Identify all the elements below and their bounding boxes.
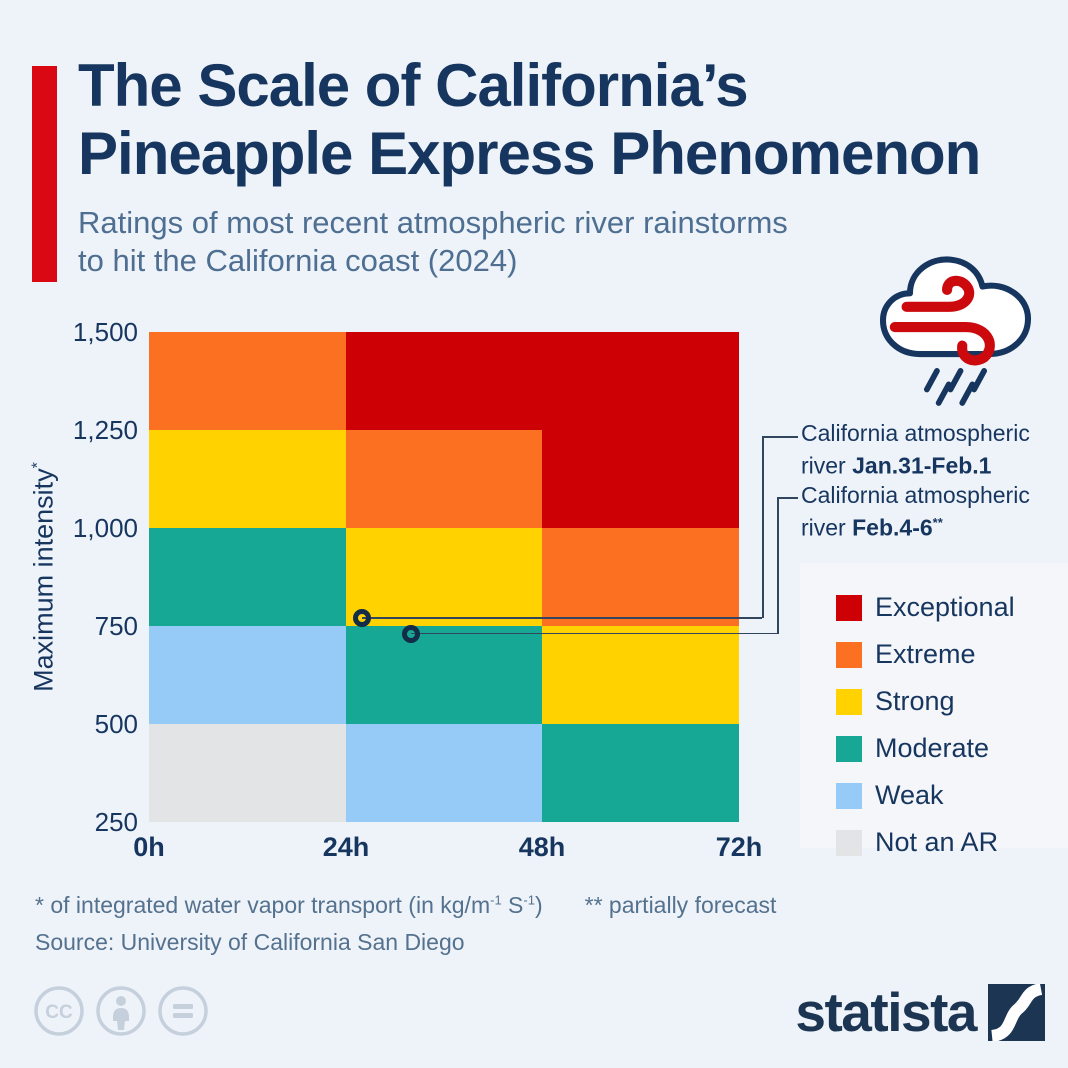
wind-swirl-bottom xyxy=(889,322,995,366)
title-line-1: The Scale of California’s xyxy=(78,52,749,119)
subtitle-line-2: to hit the California coast (2024) xyxy=(78,243,518,278)
cc-license-badges: CC xyxy=(33,985,209,1037)
attribution-person-icon xyxy=(96,986,146,1036)
legend-label: Exceptional xyxy=(875,592,1015,622)
x-tick-24h: 24h xyxy=(322,832,370,862)
footnote-forecast: ** partially forecast xyxy=(584,892,777,918)
legend-item-not-an-ar: Not an AR xyxy=(836,827,1068,858)
legend-item-weak: Weak xyxy=(836,780,1068,811)
grid-cell-exceptional xyxy=(542,332,739,430)
wind-swirl-top xyxy=(901,275,975,312)
legend-label: Extreme xyxy=(875,639,976,669)
grid-cell-weak xyxy=(345,724,543,822)
legend-swatch xyxy=(836,829,862,856)
legend-item-strong: Strong xyxy=(836,686,1068,717)
cloud-wind-rain-icon xyxy=(879,256,1032,406)
annotation-feb4-6: California atmospheric river Feb.4-6** xyxy=(801,481,1051,542)
grid-cell-strong xyxy=(542,626,739,724)
legend: Exceptional Extreme Strong Moderate Weak… xyxy=(800,563,1068,857)
y-tick-1500: 1,500 xyxy=(72,317,138,347)
x-tick-48h: 48h xyxy=(518,832,566,862)
legend-label: Strong xyxy=(875,686,955,716)
annotation-footnote-marker: ** xyxy=(932,515,943,530)
grid-cell-extreme xyxy=(542,528,739,626)
connector-line xyxy=(777,497,798,499)
grid-cell-exceptional xyxy=(542,430,739,528)
grid-cell-extreme xyxy=(149,332,346,430)
grid-cell-strong xyxy=(149,430,346,528)
x-tick-0h: 0h xyxy=(133,832,165,862)
annotation-line-2: river Jan.31-Feb.1 xyxy=(801,452,992,479)
y-tick-1000: 1,000 xyxy=(72,513,138,543)
connector-line xyxy=(762,436,798,438)
rain-slashes xyxy=(923,368,988,406)
grid-cell-strong xyxy=(345,528,543,626)
legend-label: Not an AR xyxy=(875,827,999,857)
grid-cell-moderate xyxy=(345,626,543,724)
legend-item-moderate: Moderate xyxy=(836,733,1068,764)
grid-cell-moderate xyxy=(542,724,739,822)
creative-commons-icon: CC xyxy=(34,986,84,1036)
y-tick-250: 250 xyxy=(94,807,138,837)
page-title: The Scale of California’s Pineapple Expr… xyxy=(78,52,981,188)
connector-line xyxy=(411,632,777,635)
grid-cell-extreme xyxy=(345,430,543,528)
legend-swatch xyxy=(836,688,862,715)
footnote: * of integrated water vapor transport (i… xyxy=(35,892,777,918)
svg-text:CC: CC xyxy=(45,1002,73,1023)
y-axis-title-asterisk: * xyxy=(29,462,47,469)
no-derivatives-equals-icon xyxy=(158,986,208,1036)
connector-line xyxy=(762,437,764,619)
data-point-1[interactable] xyxy=(353,609,372,628)
annotation-date: Jan.31-Feb.1 xyxy=(852,452,992,479)
heatmap-grid xyxy=(149,332,739,822)
x-tick-72h: 72h xyxy=(715,832,763,862)
grid-cell-weak xyxy=(149,626,346,724)
source-line: Source: University of California San Die… xyxy=(35,929,465,955)
annotation-date: Feb.4-6 xyxy=(852,514,933,541)
legend-item-exceptional: Exceptional xyxy=(836,592,1068,623)
subtitle-line-1: Ratings of most recent atmospheric river… xyxy=(78,205,788,240)
grid-cell-moderate xyxy=(149,528,346,626)
statista-logo: statista xyxy=(795,980,1045,1044)
title-line-2: Pineapple Express Phenomenon xyxy=(78,120,981,187)
legend-swatch xyxy=(836,782,862,809)
page-subtitle: Ratings of most recent atmospheric river… xyxy=(78,204,788,280)
legend-swatch xyxy=(836,735,862,762)
annotation-line-1: California atmospheric xyxy=(801,482,1030,508)
y-axis-title: Maximum intensity* xyxy=(28,462,59,692)
statista-wordmark: statista xyxy=(795,981,977,1043)
y-tick-1250: 1,250 xyxy=(72,415,138,445)
statista-square-icon xyxy=(988,983,1045,1041)
y-tick-750: 750 xyxy=(94,611,138,641)
data-point-2[interactable] xyxy=(402,624,421,643)
legend-label: Moderate xyxy=(875,733,990,763)
y-tick-500: 500 xyxy=(94,709,138,739)
grid-cell-not_an_ar xyxy=(149,724,346,822)
legend-label: Weak xyxy=(875,780,944,810)
grid-cell-exceptional xyxy=(345,332,543,430)
accent-bar xyxy=(32,66,57,282)
annotation-line-1: California atmospheric xyxy=(801,420,1030,446)
annotation-line-2: river Feb.4-6** xyxy=(801,514,943,541)
legend-swatch xyxy=(836,594,862,621)
connector-line xyxy=(777,498,779,634)
connector-line xyxy=(362,617,762,619)
annotation-jan31-feb1: California atmospheric river Jan.31-Feb.… xyxy=(801,419,1051,480)
legend-swatch xyxy=(836,641,862,668)
legend-item-extreme: Extreme xyxy=(836,639,1068,670)
